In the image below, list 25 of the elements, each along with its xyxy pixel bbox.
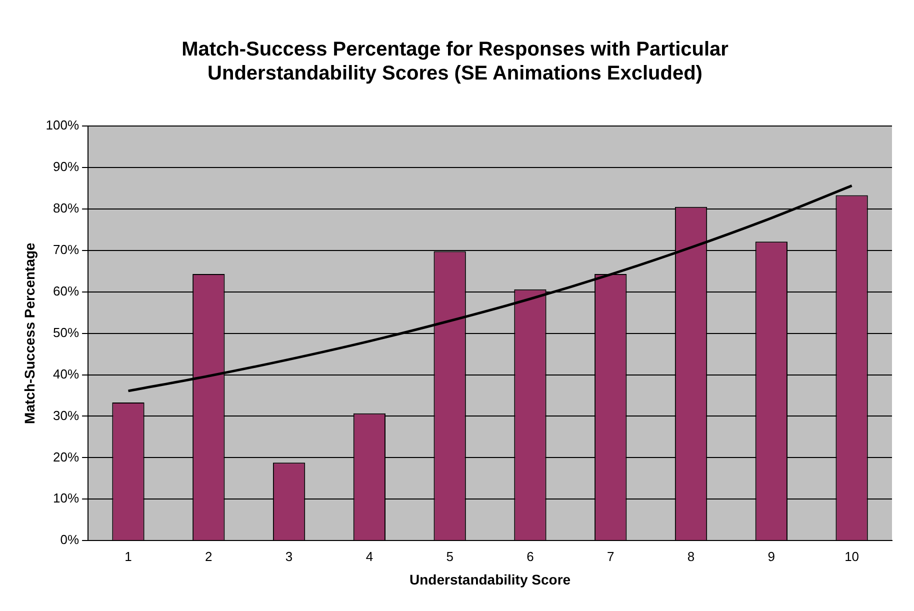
y-axis-title: Match-Success Percentage: [21, 242, 38, 424]
y-tick-label: 60%: [53, 283, 80, 298]
x-tick-label: 9: [768, 548, 776, 564]
x-tick-label: 4: [366, 548, 374, 564]
x-axis-title: Understandability Score: [410, 571, 571, 588]
y-tick-label: 10%: [53, 490, 80, 506]
y-tick-label: 30%: [53, 408, 80, 423]
x-tick-label: 7: [607, 548, 614, 564]
y-tick-label: 80%: [53, 200, 80, 216]
y-tick-label: 50%: [53, 324, 80, 340]
text: Understandability Scores (SE Animations Excluded): [208, 62, 702, 85]
y-tick-label: 20%: [53, 449, 80, 464]
x-tick-label: 3: [285, 548, 293, 564]
x-tick-label: 2: [205, 548, 212, 564]
y-tick-label: 90%: [53, 159, 80, 174]
x-tick-label: 10: [844, 548, 860, 564]
y-tick-label: 70%: [53, 242, 80, 257]
y-tick-label: 100%: [46, 118, 80, 133]
x-tick-label: 8: [687, 548, 695, 564]
y-tick-label: 40%: [53, 366, 80, 382]
text: Match-Success Percentage for Responses with Particular: [182, 38, 728, 61]
y-tick-label: 0%: [60, 532, 80, 548]
x-tick-label: 1: [124, 548, 132, 564]
x-tick-label: 6: [526, 548, 534, 564]
x-tick-label: 5: [446, 548, 454, 564]
